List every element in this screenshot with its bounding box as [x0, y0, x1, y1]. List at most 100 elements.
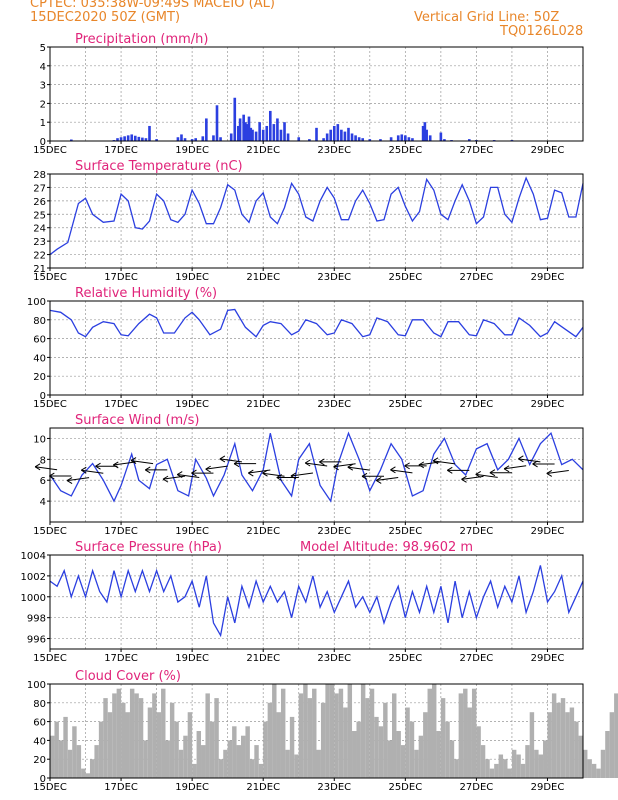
x-tick-label: 29DEC — [531, 145, 565, 156]
cloud-bar — [81, 768, 86, 778]
x-tick-label: 15DEC — [33, 526, 67, 537]
x-tick-label: 19DEC — [175, 272, 209, 283]
cloud-bar — [449, 740, 455, 778]
precip-bar — [242, 114, 245, 141]
x-tick-label: 21DEC — [246, 782, 280, 793]
y-tick-label: 60 — [33, 718, 46, 729]
x-tick-label: 17DEC — [104, 782, 138, 793]
precip-bar — [423, 122, 427, 141]
wind-arrowhead — [145, 466, 151, 474]
cloud-bar — [334, 693, 339, 778]
wind-vector — [475, 473, 498, 478]
cloud-bar — [152, 693, 157, 778]
cloud-bar — [360, 684, 366, 778]
cloud-bar — [578, 735, 583, 778]
panel-3 — [47, 300, 584, 398]
wind-arrowhead — [461, 475, 467, 483]
cloud-bar — [605, 731, 610, 778]
precip-bar — [361, 138, 365, 141]
y-tick-label: 27 — [33, 183, 46, 194]
precip-bar — [368, 139, 372, 141]
cloud-bar — [583, 749, 588, 778]
cloud-bar — [245, 726, 250, 778]
cloud-bar — [463, 688, 468, 778]
wind-vector — [305, 462, 328, 467]
cloud-bar — [214, 698, 219, 778]
cloud-bar — [289, 716, 295, 778]
cloud-bar — [529, 712, 535, 778]
y-tick-label: 996 — [27, 635, 46, 646]
x-tick-label: 23DEC — [317, 782, 351, 793]
series-line — [49, 176, 584, 256]
cloud-bar — [507, 768, 512, 778]
cloud-bar — [392, 693, 397, 778]
x-tick-label: 29DEC — [531, 782, 565, 793]
precip-bar — [247, 116, 251, 141]
cloud-bar — [596, 768, 601, 778]
cloud-bar — [85, 773, 90, 778]
wind-vector — [113, 461, 136, 466]
precip-bar — [144, 138, 148, 141]
precip-bar — [400, 134, 404, 141]
x-tick-label: 15DEC — [33, 782, 67, 793]
header-line1: CPTEC: 035:38W-09:49S MACEIO (AL) — [30, 0, 275, 11]
precip-bar — [354, 135, 357, 141]
y-tick-label: 0 — [40, 774, 46, 785]
precip-bar — [439, 132, 443, 141]
cloud-bar — [440, 698, 446, 778]
cloud-bar — [445, 721, 450, 778]
precip-bar — [130, 134, 134, 141]
cloud-bar — [454, 759, 459, 778]
wind-arrowhead — [489, 469, 496, 477]
cloud-bar — [338, 688, 344, 778]
x-tick-label: 23DEC — [317, 145, 351, 156]
wind-vector — [205, 465, 228, 470]
cloud-bar — [347, 684, 353, 778]
precip-bar — [325, 133, 329, 141]
cloud-bar — [414, 749, 419, 778]
cloud-bar — [147, 707, 153, 778]
cloud-bar — [129, 688, 135, 778]
wind-vector — [130, 460, 154, 465]
cloud-bar — [303, 684, 308, 778]
y-tick-label: 24 — [33, 224, 46, 235]
precip-bar — [261, 129, 265, 141]
x-tick-label: 19DEC — [175, 145, 209, 156]
cloud-bar — [383, 702, 388, 778]
wind-vector — [81, 469, 104, 474]
cloud-bar — [94, 745, 99, 778]
x-tick-label: 25DEC — [388, 526, 422, 537]
cloud-bar — [560, 698, 566, 778]
precip-bar — [421, 125, 425, 141]
cloud-bar — [58, 740, 64, 778]
cloud-bar — [156, 712, 162, 778]
precip-bar — [258, 122, 261, 141]
precip-bar — [343, 131, 347, 141]
cloud-bar — [209, 721, 215, 778]
y-tick-label: 3 — [40, 81, 46, 92]
precip-bar — [137, 136, 141, 141]
y-tick-label: 1000 — [21, 593, 46, 604]
cloud-bar — [325, 684, 330, 778]
x-tick-label: 27DEC — [460, 526, 494, 537]
precip-bar — [350, 133, 354, 141]
y-tick-label: 28 — [33, 170, 46, 181]
precip-bar — [238, 118, 242, 141]
wind-arrowhead — [233, 460, 240, 468]
precip-bar — [357, 137, 361, 141]
y-tick-label: 40 — [33, 736, 46, 747]
cloud-bar — [196, 731, 202, 778]
wind-arrowhead — [319, 458, 325, 466]
cloud-bar — [103, 698, 108, 778]
cloud-bar — [316, 749, 321, 778]
panel-title: Precipitation (mm/h) — [75, 32, 208, 47]
wind-arrowhead — [375, 477, 382, 484]
series-line — [49, 565, 584, 638]
y-tick-label: 5 — [40, 43, 46, 54]
wind-arrowhead — [390, 466, 396, 474]
wind-vector — [433, 460, 456, 465]
x-tick-label: 15DEC — [33, 399, 67, 410]
cloud-bar — [205, 693, 210, 778]
precip-bar — [396, 135, 400, 141]
cloud-bar — [98, 721, 104, 778]
